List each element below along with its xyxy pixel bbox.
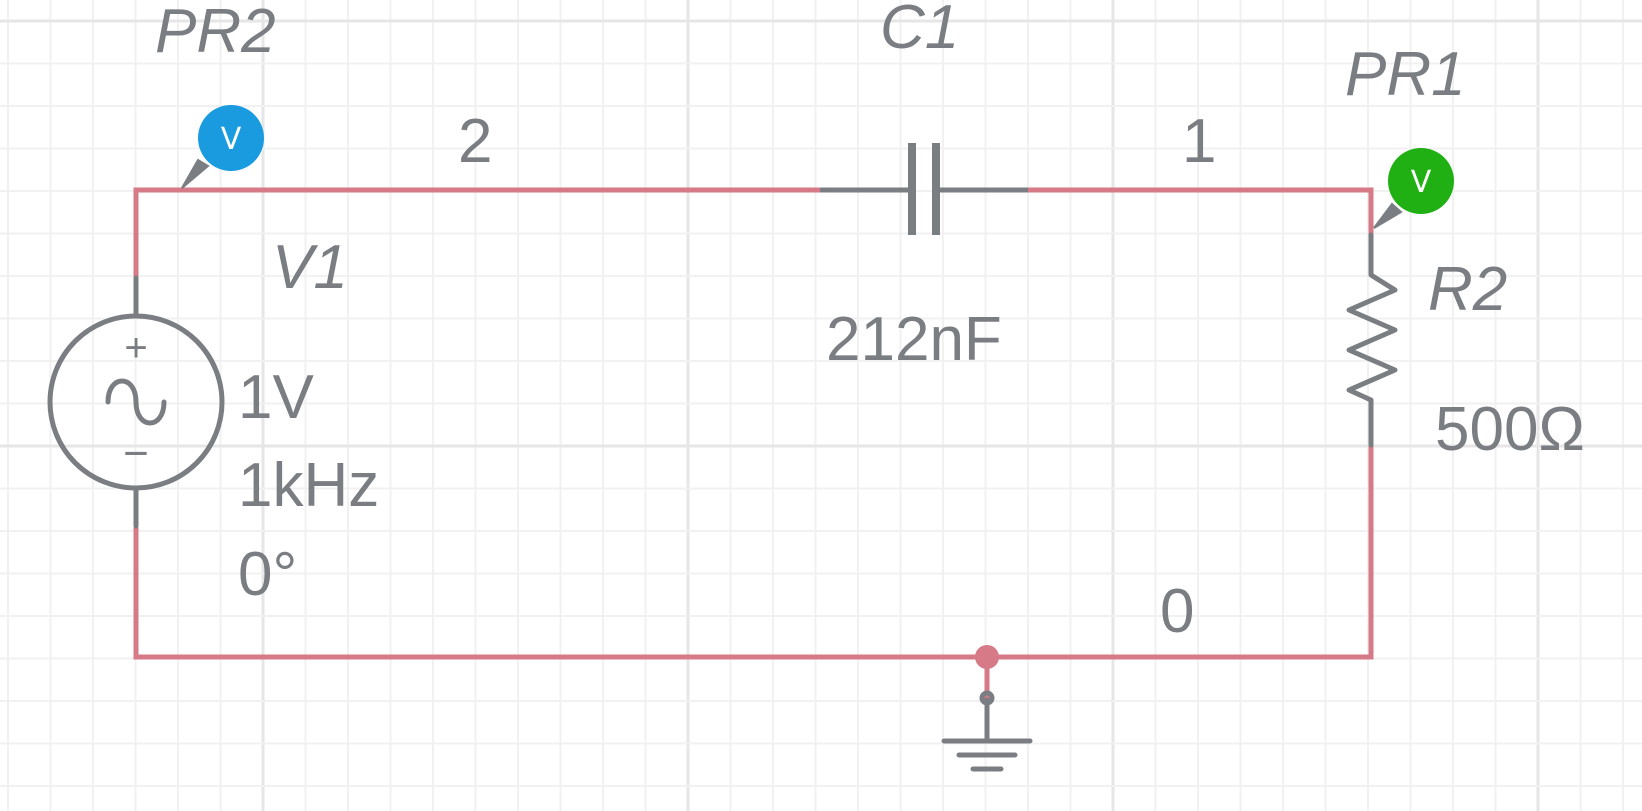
capacitor-c1[interactable] [820, 143, 1028, 235]
resistor-r2[interactable] [1346, 232, 1398, 448]
pr2-glyph: V [221, 122, 242, 157]
wire-net-0-right[interactable] [984, 442, 1374, 660]
net-label-2: 2 [458, 107, 492, 176]
v1-ref-label: V1 [272, 233, 348, 302]
pr2-ref-label: PR2 [155, 0, 276, 66]
v1-amplitude-label: 1V [238, 363, 314, 432]
pr1-glyph: V [1411, 165, 1432, 200]
probe-pr1[interactable]: V [1373, 148, 1454, 229]
wire-net-0-left[interactable] [133, 527, 990, 660]
sine-icon [105, 378, 167, 426]
c1-value-label: 212nF [826, 305, 1002, 374]
pr1-pointer [1373, 202, 1403, 229]
pr1-badge [1388, 148, 1454, 214]
net-label-0: 0 [1160, 577, 1194, 646]
pr1-ref-label: PR1 [1345, 40, 1466, 109]
ground-symbol[interactable] [941, 690, 1033, 772]
wire-net-1-right[interactable] [1025, 187, 1374, 238]
v1-phase-label: 0° [238, 540, 297, 609]
junction-dot [975, 645, 999, 669]
wires [133, 187, 1374, 701]
v1-plus-sign: + [124, 326, 147, 370]
r2-ref-label: R2 [1428, 255, 1507, 324]
net-label-1: 1 [1182, 107, 1216, 176]
v1-frequency-label: 1kHz [238, 451, 379, 520]
pr2-badge [198, 105, 264, 171]
wire-net-2-left[interactable] [133, 187, 825, 278]
pr2-pointer [181, 158, 210, 189]
v1-minus-sign: − [123, 429, 149, 478]
r2-body [1346, 232, 1398, 448]
ac-source-v1[interactable] [47, 275, 225, 529]
c1-ref-label: C1 [880, 0, 959, 62]
probe-pr2[interactable]: V [181, 105, 264, 189]
r2-value-label: 500Ω [1435, 395, 1585, 464]
